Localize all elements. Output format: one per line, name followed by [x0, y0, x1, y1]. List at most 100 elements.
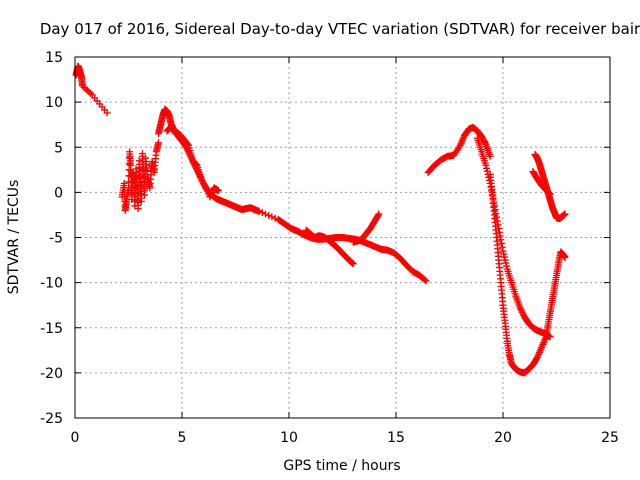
data-point: [258, 209, 266, 217]
y-axis-label: SDTVAR / TECUs: [6, 180, 22, 295]
data-point: [192, 161, 200, 169]
data-point: [137, 197, 145, 205]
data-point: [502, 259, 510, 267]
data-point: [349, 260, 357, 268]
data-point: [495, 224, 503, 232]
data-point: [545, 189, 553, 197]
y-tick-label: -10: [40, 276, 63, 292]
data-point: [154, 139, 162, 147]
data-point: [503, 262, 511, 270]
data-point: [134, 205, 142, 213]
data-point: [214, 187, 222, 195]
data-point: [125, 160, 133, 168]
data-point: [208, 188, 216, 196]
series-rise-17h: [424, 123, 494, 177]
data-point: [85, 88, 93, 96]
data-point: [487, 183, 495, 191]
data-point: [206, 193, 214, 201]
x-tick-label: 25: [601, 430, 619, 446]
data-point: [483, 164, 491, 172]
data-point: [141, 191, 149, 199]
data-point: [489, 194, 497, 202]
data-point: [500, 253, 508, 261]
data-point: [546, 333, 554, 341]
data-point: [457, 140, 465, 148]
data-point: [459, 135, 467, 143]
x-axis-label: GPS time / hours: [283, 458, 400, 474]
y-tick-label: 10: [45, 95, 63, 111]
data-point: [265, 211, 273, 219]
data-point: [207, 190, 215, 198]
data-point: [492, 209, 500, 217]
data-point: [519, 310, 527, 318]
data-point: [533, 354, 541, 362]
data-point: [535, 349, 543, 357]
y-tick-label: -15: [40, 321, 63, 337]
data-point: [494, 221, 502, 229]
series-main-trace: [154, 105, 430, 285]
series-gap-start-fragments: [163, 122, 222, 201]
data-point: [192, 160, 200, 168]
data-point: [540, 337, 548, 345]
data-point: [200, 181, 208, 189]
data-point: [141, 185, 149, 193]
data-point: [271, 214, 279, 222]
data-point: [202, 184, 210, 192]
data-point: [498, 240, 506, 248]
data-point: [82, 85, 90, 93]
data-point: [496, 232, 504, 240]
data-point: [421, 276, 429, 284]
data-point: [255, 207, 263, 215]
data-point: [199, 178, 207, 186]
series-early: [72, 62, 111, 117]
data-point: [493, 213, 501, 221]
x-tick-label: 5: [178, 430, 187, 446]
axis-layer: 0 5 10 15 20 25 -25 -20 -15 -10 -5 0 5 10 15: [40, 50, 619, 446]
data-point: [516, 304, 524, 312]
y-tick-label: 15: [45, 50, 63, 66]
data-point: [499, 247, 507, 255]
data-point: [197, 175, 205, 183]
series-spur-14h: [349, 210, 383, 246]
data-point: [481, 139, 489, 147]
data-point: [488, 187, 496, 195]
data-point: [103, 109, 111, 117]
x-tick-label: 0: [71, 430, 80, 446]
data-point: [458, 138, 466, 146]
series-deep-dip: [486, 170, 569, 377]
y-tick-label: -25: [40, 411, 63, 427]
data-point: [482, 161, 490, 169]
data-point: [490, 198, 498, 206]
points-layer: [72, 62, 569, 377]
data-point: [198, 176, 206, 184]
data-point: [268, 213, 276, 221]
data-point: [456, 141, 464, 149]
data-point: [374, 211, 382, 219]
x-tick-label: 15: [387, 430, 405, 446]
data-point: [539, 340, 547, 348]
data-point: [540, 339, 548, 347]
data-point: [375, 210, 383, 218]
data-point: [537, 345, 545, 353]
x-tick-label: 20: [494, 430, 512, 446]
data-point: [535, 350, 543, 358]
y-tick-label: 0: [54, 185, 63, 201]
data-point: [486, 152, 494, 160]
y-tick-label: -20: [40, 366, 63, 382]
chart-title: Day 017 of 2016, Sidereal Day-to-day VTE…: [40, 20, 640, 38]
series-late-23h: [531, 150, 569, 223]
data-point: [561, 253, 569, 261]
data-point: [485, 176, 493, 184]
data-point: [517, 305, 525, 313]
series-late-22h-b: [529, 168, 554, 198]
data-point: [498, 243, 506, 251]
data-point: [488, 191, 496, 199]
data-point: [486, 179, 494, 187]
series-second-dip: [473, 134, 554, 341]
data-point: [534, 352, 542, 360]
data-point: [87, 89, 95, 97]
y-tick-label: 5: [54, 140, 63, 156]
data-point: [493, 217, 501, 225]
data-point: [538, 344, 546, 352]
